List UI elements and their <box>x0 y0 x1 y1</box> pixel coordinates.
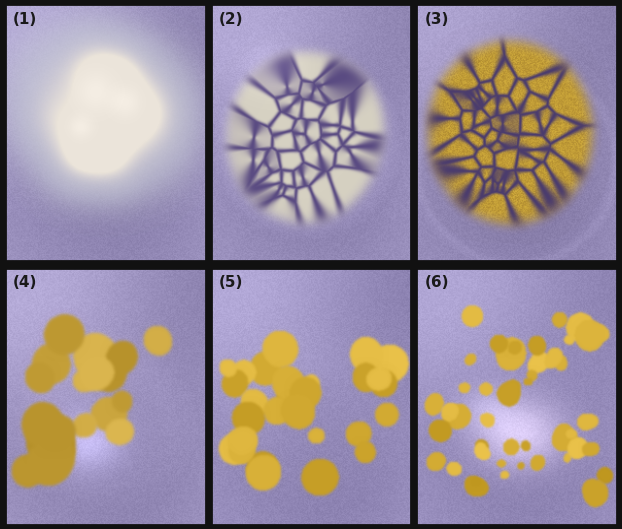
Text: (6): (6) <box>424 276 449 290</box>
Text: (3): (3) <box>424 12 448 27</box>
Text: (1): (1) <box>13 12 37 27</box>
Text: (2): (2) <box>219 12 243 27</box>
Text: (5): (5) <box>219 276 243 290</box>
Text: (4): (4) <box>13 276 37 290</box>
